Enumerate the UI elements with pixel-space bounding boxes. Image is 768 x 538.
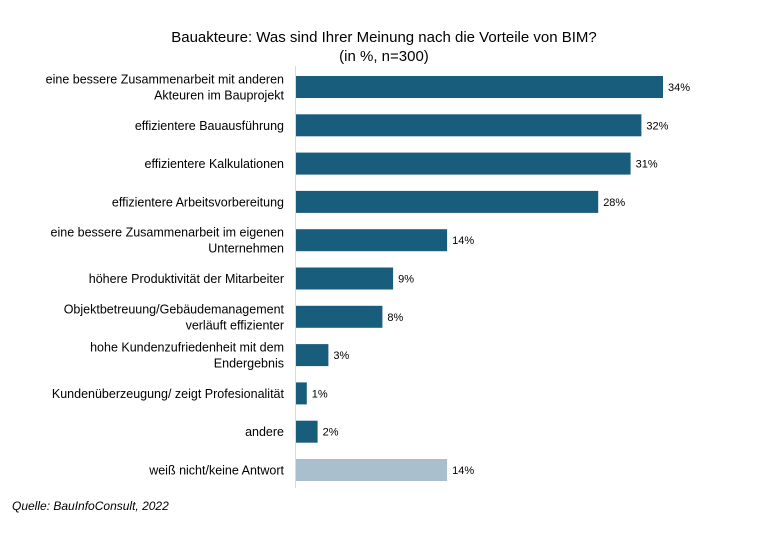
bar <box>296 344 329 367</box>
chart-subtitle: (in %, n=300) <box>339 48 429 65</box>
bar <box>296 114 642 137</box>
category-label: hohe Kundenzufriedenheit mit dem <box>90 341 284 355</box>
category-label: höhere Produktivität der Mitarbeiter <box>89 272 284 286</box>
bar <box>296 459 448 481</box>
bar <box>296 420 318 443</box>
data-label: 31% <box>636 159 658 171</box>
category-label: effizientere Kalkulationen <box>145 157 284 171</box>
category-label: eine bessere Zusammenarbeit im eigenen <box>51 226 285 240</box>
bar <box>296 267 394 290</box>
bar <box>296 382 307 405</box>
category-label: Kundenüberzeugung/ zeigt Profesionalität <box>52 387 285 401</box>
data-label: 2% <box>323 427 339 439</box>
bar <box>296 229 448 252</box>
data-label: 32% <box>646 120 668 132</box>
chart-title: Bauakteure: Was sind Ihrer Meinung nach … <box>171 29 597 46</box>
category-label: Akteuren im Bauprojekt <box>154 89 284 103</box>
data-label: 3% <box>333 350 349 362</box>
data-label: 34% <box>668 82 690 94</box>
data-label: 28% <box>603 197 625 209</box>
category-label: verläuft effizienter <box>186 318 284 332</box>
data-label: 9% <box>398 274 414 286</box>
data-label: 8% <box>387 312 403 324</box>
source-note: Quelle: BauInfoConsult, 2022 <box>12 499 169 513</box>
data-label: 14% <box>452 235 474 247</box>
category-label: eine bessere Zusammenarbeit mit anderen <box>46 73 284 87</box>
category-label: effizientere Bauausführung <box>135 119 284 133</box>
data-label: 1% <box>312 388 328 400</box>
bar <box>296 190 599 213</box>
category-label: weiß nicht/keine Antwort <box>148 464 284 478</box>
category-label: andere <box>245 425 284 439</box>
bar <box>296 152 631 175</box>
bar <box>296 305 383 328</box>
category-label: Objektbetreuung/Gebäudemanagement <box>64 302 285 316</box>
category-label: Unternehmen <box>208 242 284 256</box>
category-label: effizientere Arbeitsvorbereitung <box>112 195 284 209</box>
data-label: 14% <box>452 465 474 477</box>
bar <box>296 76 663 98</box>
category-label: Endergebnis <box>214 357 284 371</box>
